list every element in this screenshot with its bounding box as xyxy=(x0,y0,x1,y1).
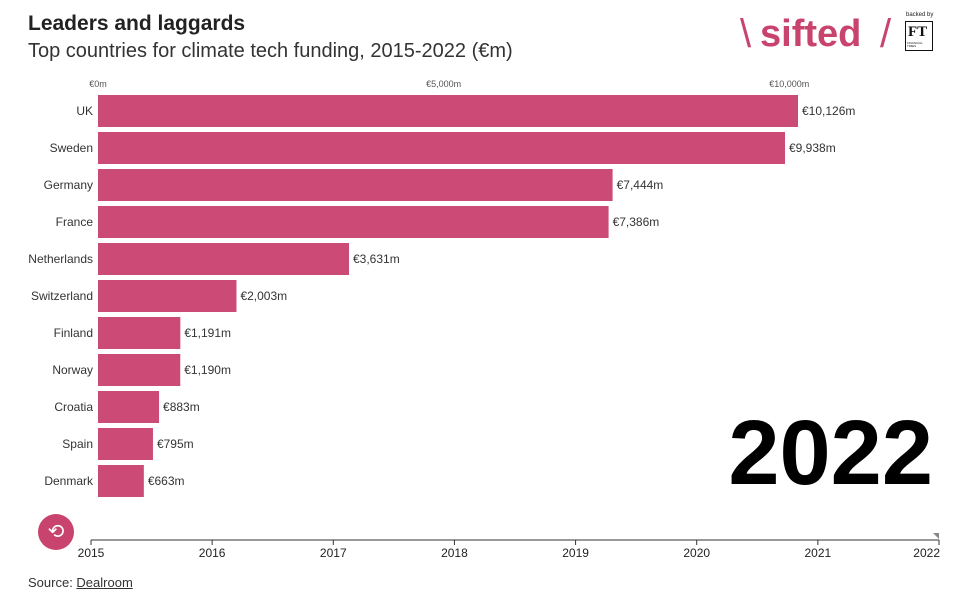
ft-logo: FT FINANCIAL TIMES xyxy=(905,21,933,51)
category-label: Spain xyxy=(62,437,93,451)
bar xyxy=(98,465,144,497)
x-tick-label: €0m xyxy=(89,79,107,89)
bar xyxy=(98,317,181,349)
sifted-wordmark: sifted xyxy=(760,13,862,55)
category-label: France xyxy=(56,215,94,229)
bar xyxy=(98,280,237,312)
source-prefix: Source: xyxy=(28,575,77,590)
category-label: Norway xyxy=(52,363,93,377)
value-label: €9,938m xyxy=(789,141,836,155)
timeline-year-label: 2015 xyxy=(78,546,105,560)
x-tick-label: €5,000m xyxy=(426,79,461,89)
timeline-year-label: 2018 xyxy=(441,546,468,560)
value-label: €2,003m xyxy=(240,289,287,303)
category-label: Finland xyxy=(54,326,93,340)
value-label: €663m xyxy=(148,474,185,488)
source-note: Source: Dealroom xyxy=(28,575,133,590)
timeline-year-label: 2021 xyxy=(805,546,832,560)
category-label: Sweden xyxy=(50,141,93,155)
category-label: Germany xyxy=(44,178,93,192)
value-label: €3,631m xyxy=(353,252,400,266)
value-label: €1,191m xyxy=(184,326,231,340)
category-label: Croatia xyxy=(54,400,93,414)
value-label: €1,190m xyxy=(184,363,231,377)
bar xyxy=(98,169,613,201)
value-label: €7,386m xyxy=(613,215,660,229)
logo-slash-right: / xyxy=(880,12,892,56)
logo-slash-left: \ xyxy=(740,12,752,56)
source-link[interactable]: Dealroom xyxy=(76,575,133,590)
ft-letters: FT xyxy=(908,24,928,40)
timeline-handle xyxy=(933,533,939,539)
backed-by-label: backed by xyxy=(906,12,934,18)
bar xyxy=(98,428,153,460)
bar xyxy=(98,206,609,238)
replay-button[interactable]: ⟲ xyxy=(38,514,74,550)
bar xyxy=(98,391,160,423)
timeline-year-label: 2016 xyxy=(199,546,226,560)
category-label: UK xyxy=(76,104,93,118)
ft-caption: FINANCIAL TIMES xyxy=(907,41,923,48)
chart-title: Leaders and laggards xyxy=(28,12,246,35)
value-label: €10,126m xyxy=(802,104,855,118)
timeline-year-label: 2017 xyxy=(320,546,347,560)
current-year-display: 2022 xyxy=(728,402,933,504)
sifted-ft-logo: \ sifted / backed by FT FINANCIAL TIMES xyxy=(740,12,940,62)
value-label: €7,444m xyxy=(617,178,664,192)
bar xyxy=(98,243,350,275)
category-label: Netherlands xyxy=(28,252,93,266)
bar xyxy=(98,132,786,164)
timeline-year-label: 2019 xyxy=(562,546,589,560)
bar xyxy=(98,95,798,127)
category-label: Switzerland xyxy=(31,289,93,303)
replay-icon: ⟲ xyxy=(47,521,65,543)
value-label: €883m xyxy=(163,400,200,414)
x-tick-label: €10,000m xyxy=(769,79,809,89)
timeline-year-label: 2020 xyxy=(683,546,710,560)
timeline-year-label: 2022 xyxy=(913,546,940,560)
bar xyxy=(98,354,181,386)
chart-subtitle: Top countries for climate tech funding, … xyxy=(28,40,513,62)
category-label: Denmark xyxy=(44,474,94,488)
value-label: €795m xyxy=(157,437,194,451)
